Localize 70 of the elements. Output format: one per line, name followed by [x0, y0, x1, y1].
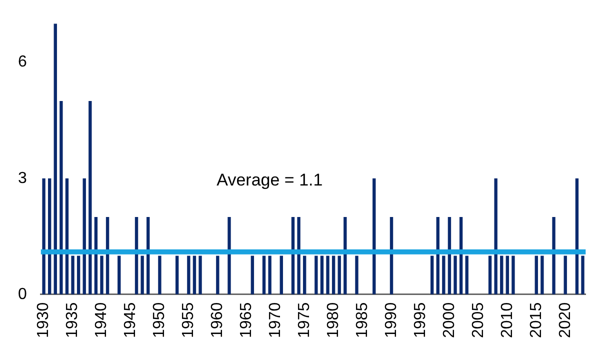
x-tick-label: 1970: [267, 302, 284, 338]
bar: [488, 256, 492, 294]
bar: [338, 256, 341, 294]
bar: [140, 256, 144, 294]
bar: [76, 256, 80, 294]
x-tick-label: 1940: [93, 302, 110, 338]
x-tick-label: 1935: [64, 302, 82, 338]
bar: [268, 256, 272, 294]
x-tick-label: 1980: [324, 302, 342, 338]
bar: [228, 217, 231, 294]
bar: [192, 256, 196, 294]
bar: [198, 256, 202, 294]
bar: [314, 256, 318, 294]
bar: [442, 256, 446, 294]
bar: [250, 256, 254, 294]
x-tick-label: 2015: [528, 302, 545, 338]
y-tick-label: 3: [18, 170, 27, 187]
bar: [100, 256, 104, 294]
x-tick-label: 1930: [35, 302, 52, 338]
bar: [326, 256, 330, 294]
bar: [512, 256, 515, 294]
x-tick-label: 1995: [412, 302, 429, 338]
bar: [564, 256, 567, 294]
annotation: Average = 1.1: [216, 170, 323, 190]
bar: [500, 256, 504, 294]
bar: [465, 256, 468, 294]
bar: [48, 178, 52, 294]
bar: [581, 256, 584, 294]
bar: [320, 256, 324, 294]
bar: [372, 178, 376, 294]
bar: [71, 256, 74, 294]
bar: [552, 217, 556, 294]
bar: [216, 256, 220, 294]
x-tick-label: 1955: [180, 302, 198, 338]
x-tick-label: 1975: [296, 302, 313, 338]
bar: [454, 256, 457, 294]
bar: [65, 178, 69, 294]
bar: [262, 256, 266, 294]
y-tick-label: 6: [18, 54, 27, 71]
x-tick-label: 2005: [470, 302, 487, 338]
bar: [534, 256, 538, 294]
bar: [575, 178, 579, 294]
bar: [118, 256, 121, 294]
bar: [88, 100, 92, 294]
x-tick-label: 2000: [440, 302, 458, 338]
y-tick-label: 0: [18, 286, 27, 303]
x-tick-label: 1965: [238, 302, 256, 338]
x-tick-label: 1950: [151, 302, 168, 338]
bar: [540, 256, 544, 294]
x-tick-label: 1990: [382, 302, 400, 338]
bar: [158, 256, 162, 294]
x-tick-label: 2020: [556, 302, 574, 338]
x-tick-label: 2010: [498, 302, 516, 338]
bar: [302, 256, 306, 294]
bar: [297, 217, 300, 294]
x-tick-label: 1985: [354, 302, 371, 338]
bar: [42, 178, 46, 294]
bar: [430, 256, 434, 294]
bar: [54, 24, 57, 294]
bar: [506, 256, 510, 294]
bar: [175, 256, 179, 294]
bar: [355, 256, 358, 294]
bar: [187, 256, 190, 294]
bar: [280, 256, 283, 294]
x-tick-label: 1960: [209, 302, 226, 338]
bar: [82, 178, 86, 294]
bar: [494, 178, 498, 294]
bar: [60, 100, 63, 294]
bar: [332, 256, 336, 294]
x-tick-label: 1945: [122, 302, 140, 338]
